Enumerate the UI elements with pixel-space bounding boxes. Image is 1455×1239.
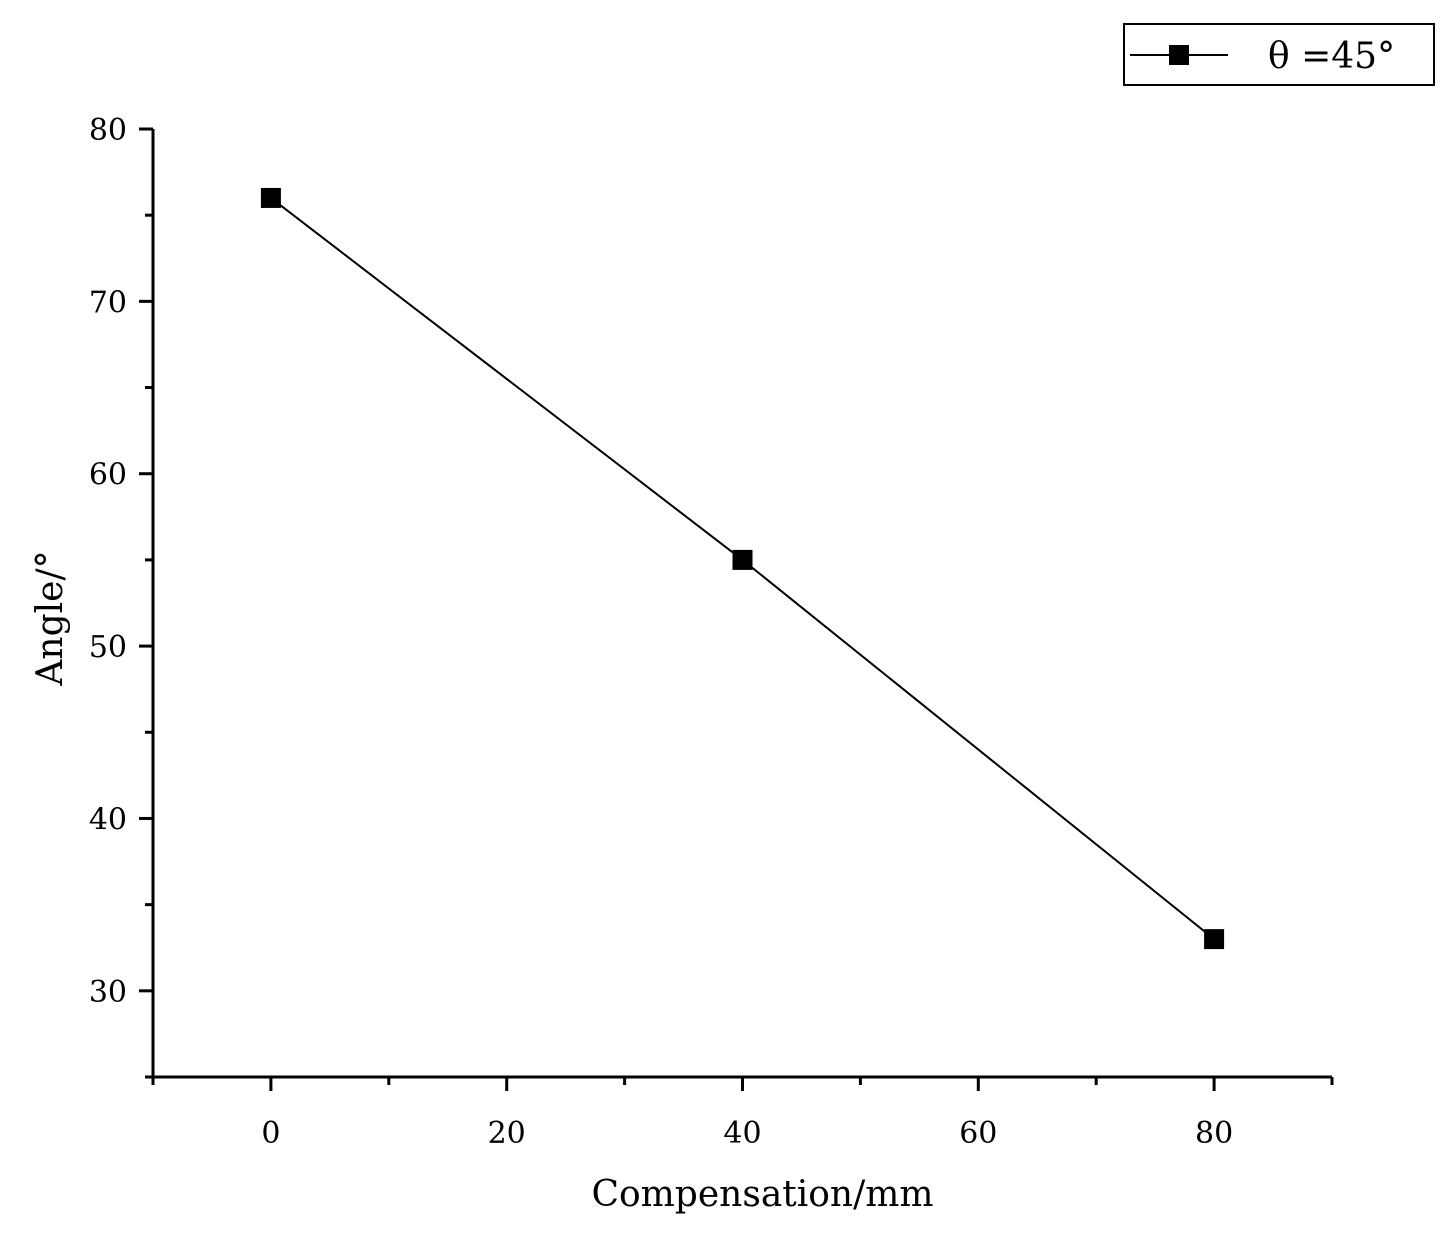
x-tick-label: 20 [488, 1116, 526, 1151]
legend: θ =45° [1123, 23, 1435, 86]
y-tick-label: 50 [89, 630, 127, 665]
y-tick-label: 70 [89, 285, 127, 320]
x-tick-label: 80 [1195, 1116, 1233, 1151]
y-axis-title: Angle/° [30, 550, 71, 686]
axes [150, 129, 1332, 1083]
y-tick-label: 40 [89, 802, 127, 837]
plot-area [260, 187, 1225, 950]
y-tick-label: 80 [89, 113, 127, 148]
data-point [1204, 929, 1225, 950]
x-axis-title: Compensation/mm [591, 1174, 933, 1215]
x-tick-label: 40 [723, 1116, 761, 1151]
data-point [732, 549, 753, 570]
y-tick-label: 30 [89, 975, 127, 1010]
legend-marker-square [1169, 45, 1189, 65]
legend-label: θ =45° [1268, 36, 1395, 77]
x-tick-label: 0 [261, 1116, 280, 1151]
x-tick-label: 60 [959, 1116, 997, 1151]
data-point [260, 187, 281, 208]
ticks: 30 40 50 60 70 80 0 20 40 60 80 [89, 113, 1334, 1151]
y-tick-label: 60 [89, 458, 127, 493]
